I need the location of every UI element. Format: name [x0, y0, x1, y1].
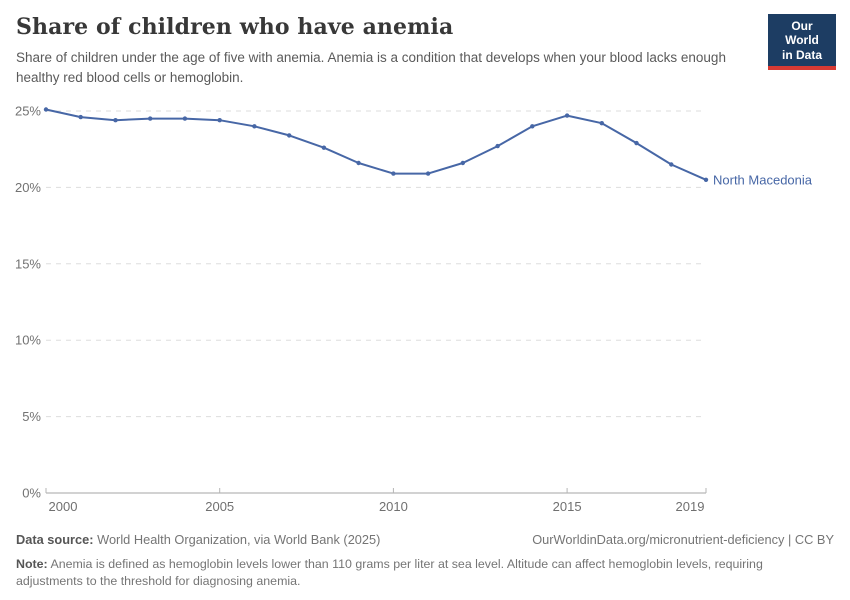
y-axis-tick-label: 0% — [22, 486, 41, 501]
data-point[interactable] — [252, 124, 257, 129]
chart-header: Share of children who have anemia Share … — [0, 0, 850, 87]
data-point[interactable] — [78, 114, 83, 120]
x-axis-tick-label: 2019 — [676, 499, 705, 514]
data-point[interactable] — [530, 124, 535, 129]
data-point[interactable] — [182, 116, 188, 121]
data-point[interactable] — [703, 177, 709, 182]
x-axis-tick-label: 2015 — [553, 499, 582, 514]
owid-logo: Our World in Data — [768, 14, 836, 71]
x-axis-tick-label: 2010 — [379, 499, 408, 514]
data-source: Data source: World Health Organization, … — [16, 531, 380, 549]
y-axis-tick-label: 10% — [15, 333, 41, 348]
data-point[interactable] — [391, 171, 396, 176]
chart-note: Note: Anemia is defined as hemoglobin le… — [16, 556, 778, 591]
y-axis-tick-label: 20% — [15, 180, 41, 195]
data-point[interactable] — [460, 160, 465, 166]
owid-logo-line2: in Data — [781, 47, 822, 62]
data-point[interactable] — [599, 121, 604, 126]
data-point[interactable] — [287, 133, 292, 138]
y-axis-tick-label: 5% — [22, 409, 41, 424]
data-point[interactable] — [425, 171, 431, 176]
note-text: Anemia is defined as hemoglobin levels l… — [16, 556, 763, 589]
data-source-text: World Health Organization, via World Ban… — [97, 532, 381, 547]
data-point[interactable] — [495, 143, 500, 149]
y-axis-tick-label: 15% — [15, 256, 41, 271]
line-chart: 0% 5% 10% 15% 20% 25% 2000 2005 2010 2015 2019 Nort… — [0, 88, 850, 533]
data-point[interactable] — [113, 118, 118, 123]
data-point[interactable] — [564, 113, 570, 118]
data-point[interactable] — [148, 116, 153, 121]
page-title: Share of children who have anemia — [16, 14, 454, 40]
data-point[interactable] — [217, 118, 222, 123]
x-axis-tick-label: 2000 — [49, 499, 78, 514]
x-axis-tick-label: 2005 — [205, 499, 234, 514]
chart-canvas[interactable]: 0% 5% 10% 15% 20% 25% 2000 2005 2010 2015 2019 Nort… — [0, 88, 850, 528]
note-label: Note: — [16, 556, 48, 571]
data-point[interactable] — [634, 140, 639, 146]
chart-subtitle: Share of children under the age of five … — [16, 50, 726, 85]
owid-logo-line1: Our World — [785, 19, 819, 48]
data-source-label: Data source: — [16, 532, 94, 547]
series-end-label[interactable]: North Macedonia — [713, 172, 813, 187]
data-line-north-macedonia[interactable] — [45, 108, 707, 181]
data-point[interactable] — [321, 145, 327, 150]
chart-footer: Data source: World Health Organization, … — [16, 531, 834, 591]
y-axis-tick-label: 25% — [15, 104, 41, 119]
owid-citation-link[interactable]: OurWorldinData.org/micronutrient-deficie… — [532, 532, 834, 547]
data-point[interactable] — [669, 162, 674, 167]
data-point[interactable] — [43, 107, 49, 112]
data-point[interactable] — [356, 160, 361, 166]
